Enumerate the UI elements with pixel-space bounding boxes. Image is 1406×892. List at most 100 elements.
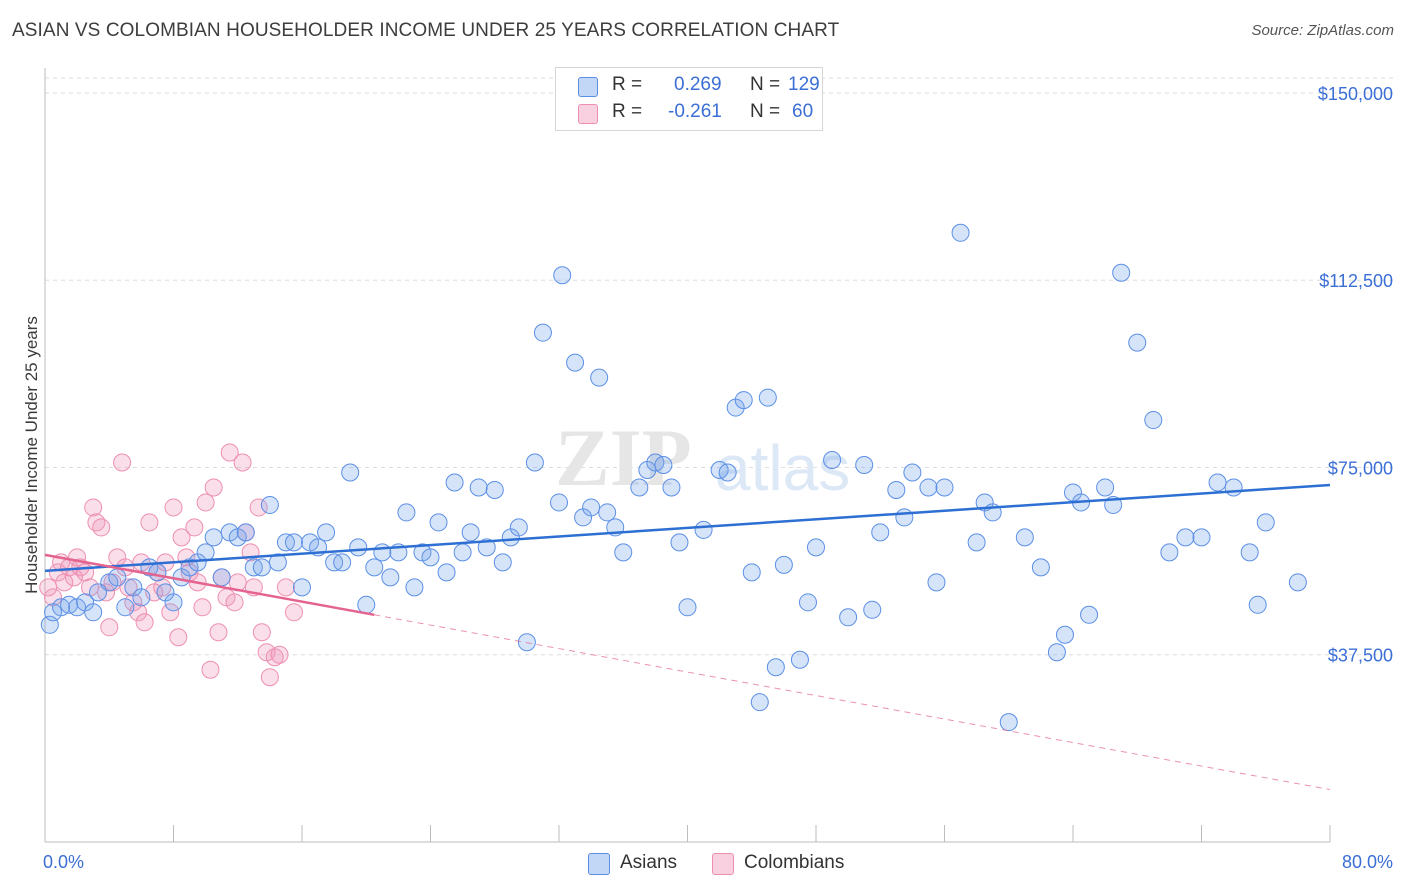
correlation-legend: R = 0.269 N = 129 R = -0.261 N = 60 bbox=[555, 67, 823, 131]
asians-trend-line bbox=[44, 483, 1331, 573]
y-tick-label: $37,500 bbox=[1328, 646, 1393, 666]
colombians-point bbox=[252, 623, 271, 642]
colombians-point bbox=[161, 603, 180, 622]
asians-point bbox=[204, 528, 223, 547]
asians-point bbox=[252, 558, 271, 577]
asians-point bbox=[1160, 543, 1179, 562]
asians-point bbox=[590, 368, 609, 387]
colombians-point bbox=[204, 478, 223, 497]
asians-point bbox=[614, 543, 633, 562]
asians-point bbox=[598, 503, 617, 522]
asians-point bbox=[790, 650, 809, 669]
asians-point bbox=[807, 538, 825, 557]
watermark: ZIP atlas bbox=[555, 412, 850, 504]
asians-point bbox=[132, 588, 151, 607]
asians-point bbox=[373, 543, 392, 562]
colombians-point bbox=[276, 578, 295, 597]
asians-point bbox=[397, 503, 416, 522]
asians-point bbox=[212, 568, 231, 587]
asians-point bbox=[758, 388, 777, 407]
asians-point bbox=[630, 478, 649, 497]
y-tick-label: $75,000 bbox=[1328, 458, 1393, 478]
asians-point bbox=[453, 543, 472, 562]
asians-point bbox=[927, 573, 946, 592]
asians-point bbox=[895, 508, 914, 527]
asians-point bbox=[437, 563, 456, 582]
legend-n-label: N = bbox=[750, 74, 781, 95]
asians-point bbox=[1112, 263, 1131, 282]
asians-point bbox=[935, 478, 954, 497]
asians-point bbox=[1208, 473, 1227, 492]
asians-point bbox=[863, 600, 882, 619]
asians-point bbox=[533, 323, 552, 342]
asians-point bbox=[485, 480, 504, 499]
colombians-point bbox=[260, 668, 279, 687]
asians-point bbox=[839, 608, 858, 627]
colombians-point bbox=[265, 648, 284, 667]
colombians-point bbox=[39, 578, 58, 597]
svg-text:ZIP: ZIP bbox=[555, 412, 692, 503]
asians-point bbox=[317, 523, 336, 542]
colombians-point bbox=[225, 593, 244, 612]
colombians-points bbox=[39, 443, 303, 687]
asians-point bbox=[734, 391, 753, 410]
asians-point bbox=[1248, 595, 1267, 614]
asians-point bbox=[798, 593, 817, 612]
asians-point bbox=[919, 478, 938, 497]
colombians-point bbox=[185, 518, 204, 537]
colombians-legend-swatch bbox=[712, 853, 734, 875]
colombians-point bbox=[100, 618, 119, 637]
asians-point bbox=[477, 538, 496, 557]
y-tick-label: $150,000 bbox=[1318, 84, 1393, 104]
colombians-point bbox=[113, 453, 132, 472]
legend-r-label: R = bbox=[612, 74, 643, 95]
asians-point bbox=[566, 353, 585, 372]
colombians-point bbox=[193, 598, 212, 617]
colombians-point bbox=[92, 518, 111, 537]
asians-point bbox=[550, 493, 568, 512]
colombians-point bbox=[284, 603, 303, 622]
colombians-trend-line bbox=[44, 553, 375, 617]
asians-point bbox=[108, 568, 127, 587]
legend-n-label: N = bbox=[750, 101, 781, 122]
colombians-trend-extension bbox=[374, 614, 1331, 791]
asians-point bbox=[509, 518, 528, 537]
asians-point bbox=[525, 453, 544, 472]
asians-point bbox=[293, 578, 311, 597]
asians-point bbox=[148, 563, 167, 582]
asians-legend-label: Asians bbox=[620, 852, 678, 873]
asians-point bbox=[196, 543, 215, 562]
asians-point bbox=[1055, 625, 1074, 644]
asians-point bbox=[1047, 643, 1066, 662]
chart-title: ASIAN VS COLOMBIAN HOUSEHOLDER INCOME UN… bbox=[12, 20, 840, 41]
colombians-point bbox=[233, 453, 252, 472]
colombians-point bbox=[84, 498, 103, 517]
colombians-point bbox=[270, 645, 289, 664]
asians-point bbox=[871, 523, 890, 542]
colombians-swatch bbox=[578, 104, 598, 124]
asians-point bbox=[553, 266, 572, 285]
asians-point bbox=[421, 548, 440, 567]
asians-point bbox=[116, 598, 135, 617]
asians-point bbox=[855, 455, 874, 474]
asians-point bbox=[1080, 605, 1099, 624]
asians-point bbox=[750, 693, 769, 712]
asians-point bbox=[365, 558, 384, 577]
asians-point bbox=[341, 463, 360, 482]
asians-point bbox=[357, 595, 376, 614]
asians-legend-swatch bbox=[588, 853, 610, 875]
asians-point bbox=[461, 523, 480, 542]
colombians-point bbox=[169, 628, 188, 647]
axes bbox=[44, 68, 1331, 843]
asians-point bbox=[429, 513, 448, 532]
asians-point bbox=[951, 223, 970, 242]
asians-point bbox=[1176, 528, 1195, 547]
svg-text:atlas: atlas bbox=[715, 432, 850, 504]
asians-point bbox=[333, 553, 352, 572]
asians-point bbox=[887, 480, 906, 499]
asians-point bbox=[1256, 513, 1275, 532]
asians-point bbox=[1031, 558, 1050, 577]
asians-swatch bbox=[578, 77, 598, 97]
asians-point bbox=[493, 553, 512, 572]
asians-point bbox=[823, 451, 842, 469]
